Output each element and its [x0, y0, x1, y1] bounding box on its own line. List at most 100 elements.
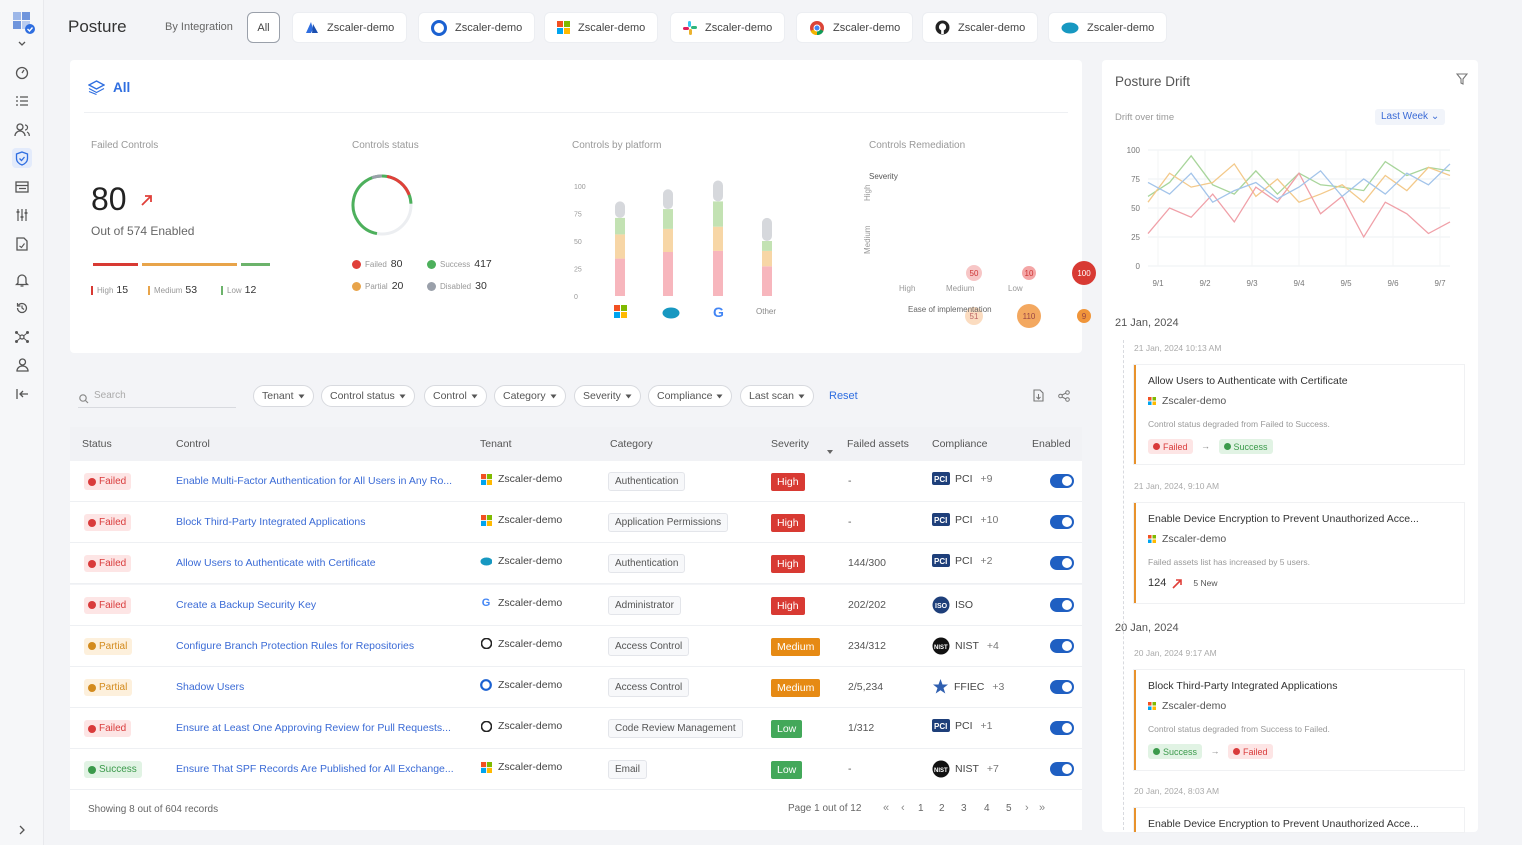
- control-link[interactable]: Shadow Users: [176, 681, 245, 693]
- table-row[interactable]: Failed Block Third-Party Integrated Appli…: [70, 502, 1082, 544]
- table-icon[interactable]: [12, 177, 32, 197]
- bar-segment: [762, 266, 772, 296]
- drift-event-card[interactable]: Enable Device Encryption to Prevent Unau…: [1134, 503, 1464, 603]
- search-icon: [79, 391, 89, 409]
- shield-icon[interactable]: [12, 148, 32, 168]
- table-row[interactable]: Partial Configure Branch Protection Rules…: [70, 625, 1082, 667]
- control-link[interactable]: Ensure That SPF Records Are Published fo…: [176, 763, 454, 776]
- integration-tab[interactable]: Zscaler-demo: [418, 12, 536, 43]
- caret-down-icon: [399, 394, 406, 398]
- failed-assets-value: 234/312: [848, 639, 886, 652]
- remediation-bubble[interactable]: 100: [1072, 261, 1096, 285]
- table-row[interactable]: Success Ensure That SPF Records Are Publi…: [70, 749, 1082, 791]
- network-icon[interactable]: [12, 327, 32, 347]
- enabled-toggle[interactable]: [1050, 721, 1074, 736]
- enabled-toggle[interactable]: [1050, 556, 1074, 571]
- last-page-button[interactable]: »: [1039, 802, 1046, 814]
- th-status[interactable]: Status: [82, 438, 112, 450]
- filter-control-status[interactable]: Control status: [321, 385, 415, 407]
- chevron-down-icon[interactable]: [12, 38, 32, 50]
- page-button[interactable]: 3: [961, 803, 967, 814]
- th-control[interactable]: Control: [176, 438, 210, 450]
- remediation-bubble[interactable]: 110: [1017, 304, 1041, 328]
- event-tenant: Zscaler-demo: [1148, 533, 1226, 545]
- report-icon[interactable]: [12, 234, 32, 254]
- page-button[interactable]: 5: [1006, 803, 1012, 814]
- category-tag: Code Review Management: [608, 719, 743, 739]
- th-failed-assets[interactable]: Failed assets: [847, 438, 909, 450]
- drift-event-card[interactable]: Allow Users to Authenticate with Certifi…: [1134, 365, 1464, 464]
- enabled-toggle[interactable]: [1050, 515, 1074, 530]
- table-row[interactable]: Failed Create a Backup Security Key G Zscal…: [70, 584, 1082, 626]
- remediation-bubble[interactable]: 51: [965, 307, 983, 325]
- table-row[interactable]: Partial Shadow Users Zscaler-demo Access Co…: [70, 667, 1082, 708]
- control-link[interactable]: Create a Backup Security Key: [176, 598, 317, 611]
- users-icon[interactable]: [12, 120, 32, 140]
- integration-tab[interactable]: Zscaler-demo: [796, 12, 914, 43]
- export-icon[interactable]: [1033, 389, 1044, 407]
- enabled-toggle[interactable]: [1050, 474, 1074, 488]
- drift-event-card[interactable]: Enable Device Encryption to Prevent Unau…: [1134, 808, 1464, 832]
- integration-tab[interactable]: Zscaler-demo: [544, 12, 659, 43]
- page-button[interactable]: 4: [984, 803, 990, 814]
- remediation-bubble[interactable]: 10: [1022, 266, 1036, 280]
- integration-tab[interactable]: Zscaler-demo: [922, 12, 1039, 43]
- dashboard-icon[interactable]: [12, 63, 32, 83]
- logout-icon[interactable]: [12, 384, 32, 404]
- bell-icon[interactable]: [12, 270, 32, 290]
- page-button[interactable]: 1: [918, 803, 924, 814]
- table-row[interactable]: Failed Enable Multi-Factor Authentication…: [70, 461, 1082, 502]
- expand-sidebar-icon[interactable]: [12, 820, 32, 840]
- control-link[interactable]: Ensure at Least One Approving Review for…: [176, 722, 451, 735]
- drift-event-card[interactable]: Block Third-Party Integrated Application…: [1134, 670, 1464, 770]
- tab-all[interactable]: All: [247, 12, 280, 43]
- enabled-toggle[interactable]: [1050, 680, 1074, 694]
- control-link[interactable]: Enable Multi-Factor Authentication for A…: [176, 475, 453, 487]
- sliders-icon[interactable]: [12, 205, 32, 225]
- th-enabled[interactable]: Enabled: [1032, 438, 1071, 450]
- enabled-toggle[interactable]: [1050, 762, 1074, 777]
- share-icon[interactable]: [1058, 389, 1070, 407]
- y-tick-label: 100: [1127, 146, 1141, 155]
- filter-compliance[interactable]: Compliance: [648, 385, 733, 407]
- sort-desc-icon[interactable]: [826, 442, 834, 460]
- drift-title: Posture Drift: [1115, 74, 1191, 89]
- page-button[interactable]: 2: [939, 803, 945, 814]
- first-page-button[interactable]: «: [883, 802, 890, 814]
- integration-tab[interactable]: Zscaler-demo: [1048, 12, 1168, 43]
- control-link[interactable]: Block Third-Party Integrated Application…: [176, 516, 366, 529]
- remediation-bubble[interactable]: 9: [1077, 309, 1091, 323]
- control-link[interactable]: Allow Users to Authenticate with Certifi…: [176, 557, 376, 570]
- th-compliance[interactable]: Compliance: [932, 438, 988, 450]
- enabled-toggle[interactable]: [1050, 638, 1074, 653]
- filter-severity[interactable]: Severity: [574, 385, 641, 407]
- filter-category[interactable]: Category: [494, 385, 566, 407]
- severity-badge: High: [771, 555, 805, 574]
- history-icon[interactable]: [12, 298, 32, 318]
- filter-last-scan[interactable]: Last scan: [740, 385, 814, 407]
- filter-control[interactable]: Control: [424, 385, 487, 407]
- prev-page-button[interactable]: ‹: [901, 802, 905, 814]
- reset-button[interactable]: Reset: [829, 390, 858, 402]
- user-icon[interactable]: [12, 355, 32, 375]
- enabled-toggle[interactable]: [1050, 597, 1074, 612]
- controls-status-label: Controls status: [352, 140, 419, 151]
- th-severity[interactable]: Severity: [771, 438, 809, 450]
- x-tick-label: 9/3: [1246, 279, 1258, 288]
- period-select[interactable]: Last Week ⌄: [1375, 109, 1446, 125]
- table-row[interactable]: Failed Allow Users to Authenticate with C…: [70, 543, 1082, 585]
- filter-icon[interactable]: [1455, 72, 1469, 90]
- remediation-bubble[interactable]: 50: [966, 265, 982, 281]
- list-icon[interactable]: [12, 91, 32, 111]
- filter-tenant[interactable]: Tenant: [253, 385, 314, 407]
- control-link[interactable]: Configure Branch Protection Rules for Re…: [176, 639, 415, 652]
- search-input[interactable]: Search: [78, 384, 236, 408]
- next-page-button[interactable]: ›: [1025, 802, 1029, 814]
- integration-tab[interactable]: Zscaler-demo: [670, 12, 786, 43]
- th-category[interactable]: Category: [610, 438, 653, 450]
- app-logo-icon[interactable]: [9, 8, 37, 36]
- table-row[interactable]: Failed Ensure at Least One Approving Revi…: [70, 708, 1082, 750]
- bar-segment: [615, 201, 625, 218]
- th-tenant[interactable]: Tenant: [480, 438, 512, 450]
- integration-tab[interactable]: Zscaler-demo: [292, 12, 408, 43]
